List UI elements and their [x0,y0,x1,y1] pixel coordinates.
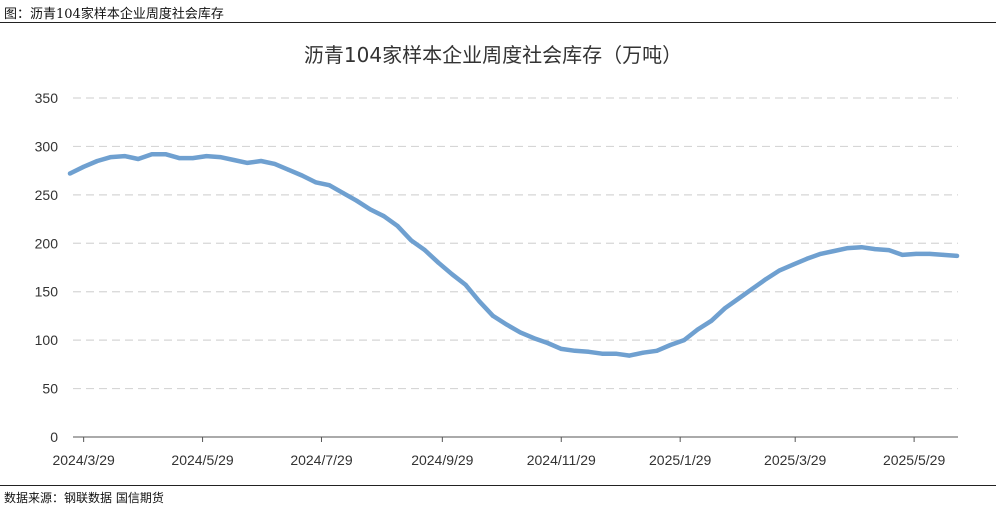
top-rule [0,22,996,23]
data-point [750,286,755,291]
data-point [313,180,318,185]
data-point [613,351,618,356]
data-point [81,164,86,169]
data-point [422,248,427,253]
data-point [163,152,168,157]
data-point [941,252,946,257]
data-point [955,253,959,258]
data-points [68,152,959,358]
data-point [368,207,373,212]
x-tick-labels: 2024/3/29 2024/5/29 2024/7/29 2024/9/29 2024… [52,437,945,468]
y-tick-label: 200 [35,235,59,251]
data-point [136,157,141,161]
data-point [818,251,823,256]
data-point [532,336,536,341]
data-point [149,152,154,157]
data-point [777,268,782,273]
x-tick-label: 2024/7/29 [290,452,352,468]
data-point [504,322,509,327]
data-point [886,248,891,253]
data-point [545,341,550,345]
data-point [204,154,209,159]
data-point [190,156,195,161]
y-tick-labels: 0 50 100 150 200 250 300 350 [35,90,59,445]
data-point [654,348,659,353]
data-point [231,158,236,162]
data-point [900,252,905,257]
data-point [477,299,482,304]
data-point [682,338,687,343]
data-point [381,214,386,219]
y-tick-label: 300 [35,138,59,154]
x-tick-label: 2024/9/29 [411,452,473,468]
data-point [586,349,591,354]
y-tick-label: 0 [50,429,58,445]
data-point [859,245,864,250]
data-point [723,306,727,311]
data-point [463,282,468,287]
data-point [395,223,400,228]
data-point [914,251,919,256]
data-point [627,353,632,358]
data-point [259,159,263,163]
data-point [68,171,72,176]
y-tick-label: 150 [35,284,59,300]
data-point [668,343,673,347]
data-point [873,247,878,252]
chart-title: 沥青104家样本企业周度社会库存（万吨） [304,43,682,67]
series-line [67,151,960,358]
y-tick-label: 250 [35,187,59,203]
data-point [354,198,359,203]
data-point [122,154,127,159]
data-point [218,155,223,160]
x-tick-label: 2025/5/29 [883,452,945,468]
data-point [450,272,455,277]
x-tick-label: 2024/3/29 [52,452,114,468]
data-point [436,260,441,265]
data-point [709,318,714,323]
data-point [300,173,304,178]
data-point [600,351,605,356]
data-point [340,190,345,195]
data-point [764,277,768,282]
x-tick-label: 2025/3/29 [764,452,826,468]
data-point [845,246,850,251]
data-point [559,346,564,351]
data-point [409,238,414,243]
data-point [832,249,837,253]
data-point [791,262,796,267]
data-source: 数据来源：钢联数据 国信期货 [4,491,164,505]
x-tick-label: 2024/11/29 [527,452,596,468]
y-tick-label: 350 [35,90,59,106]
data-point [177,156,182,161]
data-point [108,155,113,160]
data-point [245,160,250,165]
y-tick-label: 100 [35,332,59,348]
data-point [491,313,495,318]
data-point [736,296,741,301]
data-point [572,348,577,353]
data-point [804,256,809,261]
x-tick-label: 2024/5/29 [171,452,233,468]
data-point [95,159,100,163]
bottom-rule [0,485,996,486]
y-tick-label: 50 [42,381,58,397]
grid-lines [73,97,958,390]
data-point [286,167,291,172]
data-point [695,327,700,332]
x-tick-label: 2025/1/29 [649,452,711,468]
chart: 沥青104家样本企业周度社会库存（万吨） 0 50 100 150 200 250 300 3… [35,43,960,468]
data-point [272,161,277,166]
figure-caption: 图：沥青104家样本企业周度社会库存 [4,7,224,22]
data-point [518,330,523,335]
data-point [327,183,332,188]
data-point [927,251,932,256]
data-point [641,350,646,355]
